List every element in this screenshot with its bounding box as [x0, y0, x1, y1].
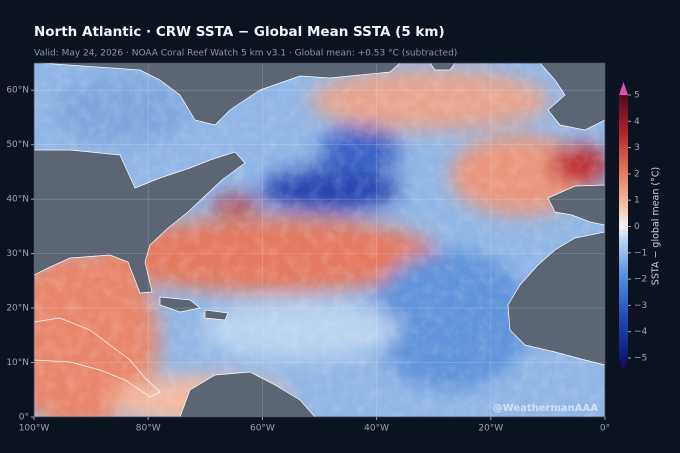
title: North Atlantic · CRW SSTA − Global Mean …	[34, 24, 445, 40]
colorbar-bar	[619, 95, 628, 358]
y-tick-label: 60°N	[6, 86, 29, 96]
x-tick-label: 80°W	[136, 424, 161, 434]
watermark: @WeathermanAAA	[493, 403, 599, 414]
colorbar-extend-min	[619, 358, 628, 371]
colorbar-tick-label: 3	[634, 143, 640, 153]
colorbar-tick-label: 1	[634, 196, 640, 206]
x-tick-label: 20°W	[478, 424, 503, 434]
y-tick-label: 40°N	[6, 195, 29, 205]
colorbar-tick-label: −4	[634, 327, 648, 337]
colorbar-tick-label: 4	[634, 117, 640, 127]
colorbar-tick-label: 5	[634, 91, 640, 101]
y-tick-label: 0°	[19, 413, 29, 423]
colorbar	[619, 82, 628, 371]
colorbar-tick-label: 0	[634, 222, 640, 232]
map-frame	[33, 62, 606, 418]
y-tick-label: 20°N	[6, 304, 29, 314]
colorbar-tick-label: −1	[634, 248, 647, 258]
x-tick-label: 0°	[600, 424, 610, 434]
x-tick-label: 40°W	[364, 424, 389, 434]
colorbar-tick-label: −5	[634, 354, 647, 364]
colorbar-tick-label: 2	[634, 169, 640, 179]
x-tick-label: 60°W	[250, 424, 275, 434]
colorbar-tick-label: −2	[634, 275, 647, 285]
y-tick-label: 50°N	[6, 140, 29, 150]
x-tick-label: 100°W	[19, 424, 50, 434]
subtitle: Valid: May 24, 2026 · NOAA Coral Reef Wa…	[34, 49, 457, 59]
colorbar-label: SSTA − global mean (°C)	[651, 167, 662, 285]
graticule	[34, 63, 605, 417]
y-tick-label: 10°N	[6, 358, 29, 368]
colorbar-tick-label: −3	[634, 301, 647, 311]
map	[34, 63, 605, 417]
land	[34, 63, 605, 417]
colorbar-extend-max	[619, 82, 628, 95]
y-tick-label: 30°N	[6, 249, 29, 259]
